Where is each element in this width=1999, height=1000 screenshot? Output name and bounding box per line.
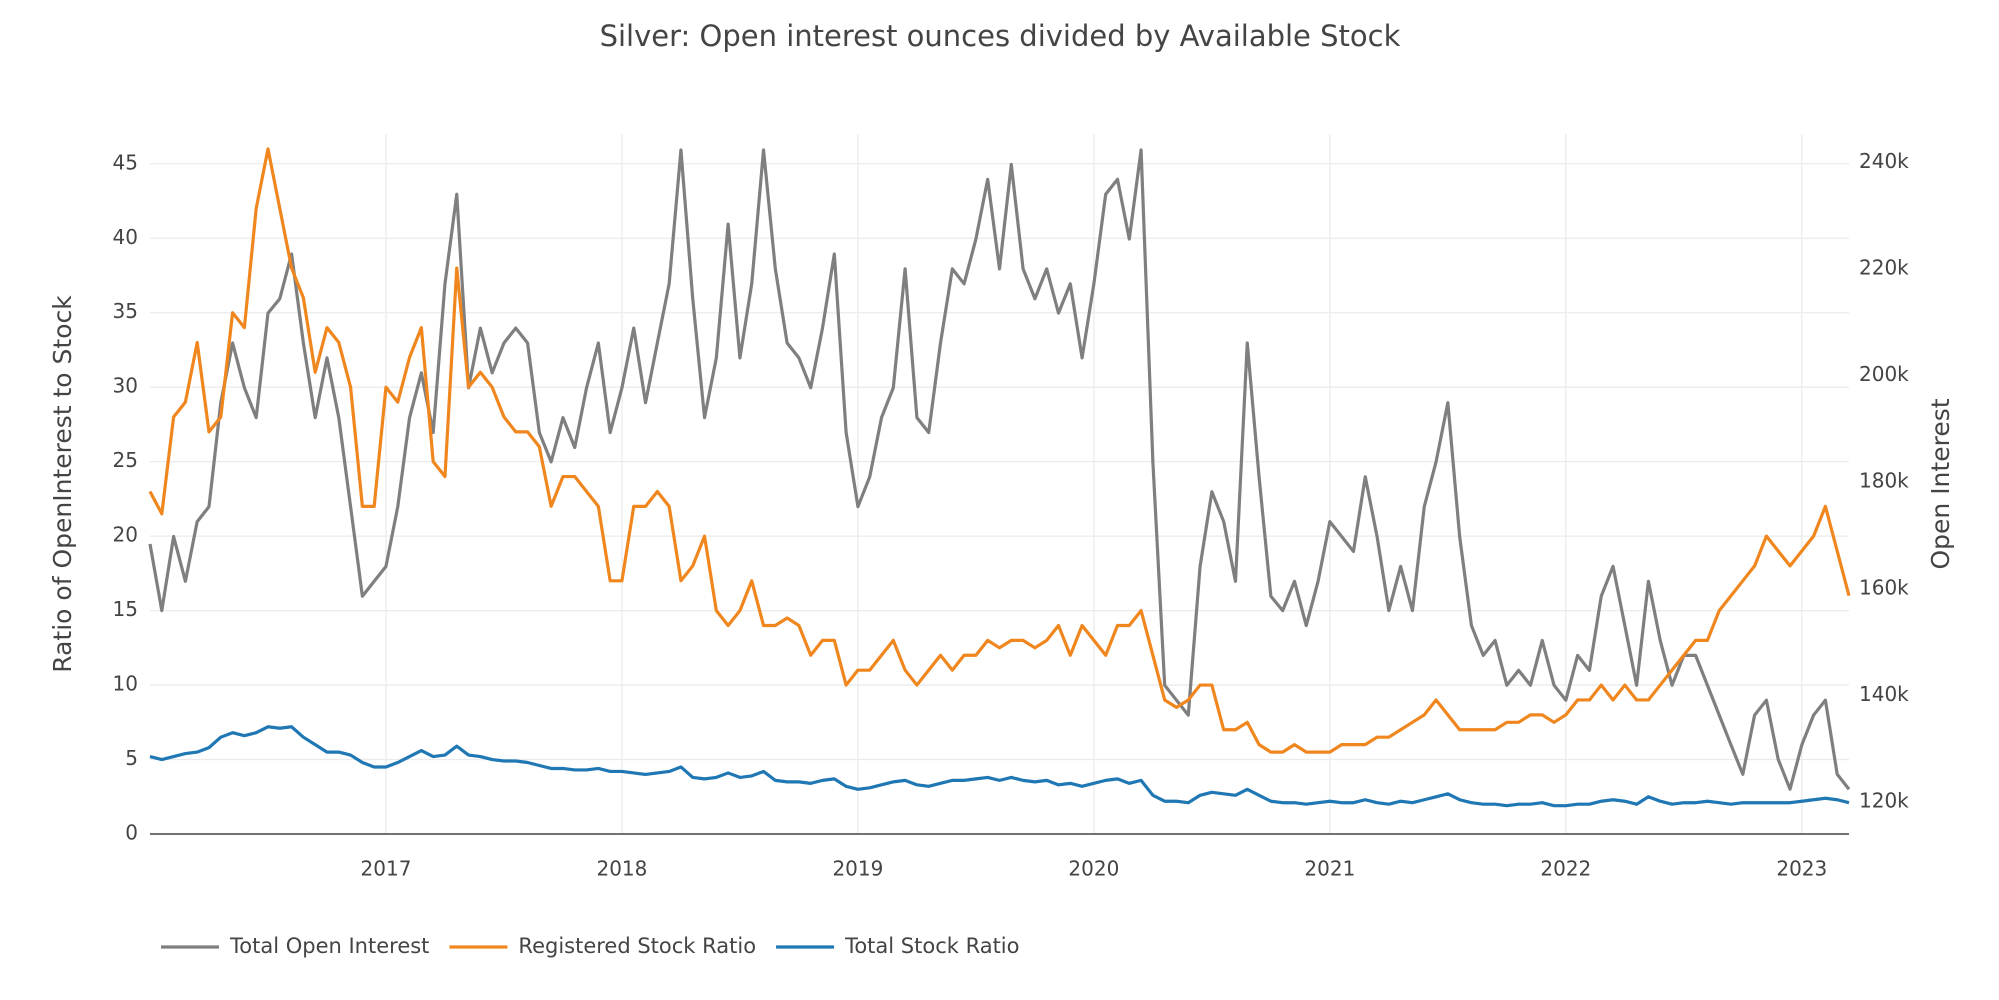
- y-tick-label: 35: [113, 299, 138, 323]
- legend: Total Open Interest Registered Stock Rati…: [161, 934, 1020, 958]
- x-tick-label: 2023: [1776, 857, 1827, 881]
- y2-tick-label: 220k: [1859, 255, 1909, 279]
- y-axis-title: Ratio of OpenInterest to Stock: [48, 295, 77, 673]
- y-tick-label: 5: [125, 746, 138, 770]
- y2-tick-label: 240k: [1859, 149, 1909, 173]
- y-tick-label: 45: [113, 150, 138, 174]
- x-tick-label: 2019: [832, 857, 883, 881]
- grid: [150, 134, 1849, 835]
- legend-label: Registered Stock Ratio: [518, 934, 756, 958]
- y2-tick-label: 180k: [1859, 469, 1909, 493]
- y-tick-label: 0: [125, 821, 138, 845]
- x-tick-label: 2021: [1304, 857, 1355, 881]
- y2-axis-title: Open Interest: [1926, 398, 1955, 569]
- y-tick-label: 25: [113, 448, 138, 472]
- x-tick-label: 2017: [361, 857, 412, 881]
- x-tick-label: 2022: [1540, 857, 1591, 881]
- x-tick-label: 2018: [596, 857, 647, 881]
- y-tick-label: 10: [113, 672, 138, 696]
- series-line: [149, 725, 1850, 808]
- y-tick-label: 40: [113, 225, 138, 249]
- chart-title: Silver: Open interest ounces divided by …: [600, 19, 1401, 53]
- y-tick-label: 15: [113, 597, 138, 621]
- y-tick-label: 20: [113, 523, 138, 547]
- y2-tick-label: 200k: [1859, 362, 1909, 386]
- y2-tick-label: 140k: [1859, 682, 1909, 706]
- y-tick-label: 30: [113, 374, 138, 398]
- legend-label: Total Stock Ratio: [844, 934, 1019, 958]
- series-line: [148, 148, 1851, 791]
- legend-label: Total Open Interest: [229, 934, 429, 958]
- y2-tick-label: 120k: [1859, 789, 1909, 813]
- series-line: [148, 147, 1851, 754]
- y2-tick-label: 160k: [1859, 575, 1909, 599]
- x-tick-label: 2020: [1068, 857, 1119, 881]
